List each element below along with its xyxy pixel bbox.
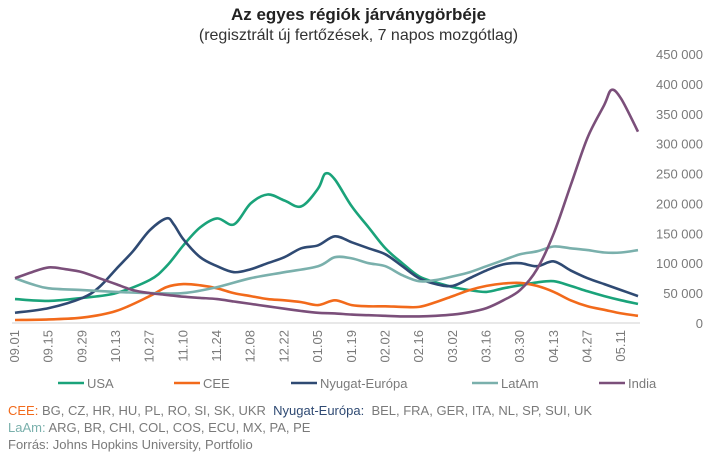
region-note-2: LaAm: ARG, BR, CHI, COL, COS, ECU, MX, P… [8,420,310,435]
x-tick-label: 12.08 [243,330,258,363]
x-axis: 09.01 09.15 09.29 10.13 10.27 11.10 11.24 12.08… [7,322,640,363]
y-tick-label: 0 [696,316,703,331]
legend-label: LatAm [501,376,539,391]
latam-key: LaAm: [8,420,46,435]
latam-countries: ARG, BR, CHI, COL, COS, ECU, MX, PA, PE [48,420,311,435]
x-tick-label: 03.02 [445,330,460,363]
y-tick-label: 350 000 [656,107,703,122]
x-tick-label: 05.11 [613,330,628,362]
region-note-1: CEE: BG, CZ, HR, HU, PL, RO, SI, SK, UKR… [8,403,592,418]
chart-title: Az egyes régiók járványgörbéje [230,5,487,24]
x-tick-label: 03.30 [512,330,527,363]
chart-subtitle: (regisztrált új fertőzések, 7 napos mozg… [198,27,519,44]
y-tick-label: 300 000 [656,137,703,152]
x-tick-label: 02.16 [411,330,426,363]
x-tick-label: 09.29 [74,330,89,363]
x-tick-label: 10.13 [108,330,123,363]
y-tick-label: 450 000 [656,47,703,62]
legend-label: USA [87,376,114,391]
x-tick-label: 01.19 [344,330,359,363]
y-tick-label: 150 000 [656,226,703,241]
y-tick-label: 400 000 [656,77,703,92]
y-tick-label: 50 000 [663,286,703,301]
series-lines [14,88,640,322]
y-axis: 0 50 000 100 000 150 000 200 000 250 000 300 0… [656,47,703,331]
legend-label: CEE [203,376,230,391]
cee-countries: BG, CZ, HR, HU, PL, RO, SI, SK, UKR [41,403,266,418]
y-tick-label: 250 000 [656,167,703,182]
x-tick-label: 12.22 [276,330,291,363]
x-tick-label: 10.27 [142,330,157,363]
y-tick-label: 100 000 [656,256,703,271]
series-line-nyugat-eur-pa [14,216,639,315]
legend: USA CEE Nyugat-Európa LatAm India [58,376,657,391]
x-tick-label: 11.10 [175,330,190,362]
we-countries: BEL, FRA, GER, ITA, NL, SP, SUI, UK [371,403,593,418]
x-tick-label: 11.24 [209,330,224,362]
cee-key: CEE: [8,403,39,418]
legend-label: India [628,376,657,391]
series-line-india [14,88,640,318]
we-key: Nyugat-Európa: [273,403,365,418]
x-tick-label: 04.13 [546,330,561,363]
x-tick-label: 09.15 [41,330,56,363]
series-line-usa [14,171,639,306]
series-line-cee [14,281,639,322]
x-tick-label: 03.16 [478,330,493,363]
y-tick-label: 200 000 [656,196,703,211]
legend-label: Nyugat-Európa [320,376,408,391]
x-tick-label: 02.02 [377,330,392,363]
x-tick-label: 09.01 [7,330,22,363]
x-tick-label: 01.05 [310,330,325,363]
source-note: Forrás: Johns Hopkins University, Portfo… [8,437,253,452]
x-tick-label: 04.27 [579,330,594,363]
